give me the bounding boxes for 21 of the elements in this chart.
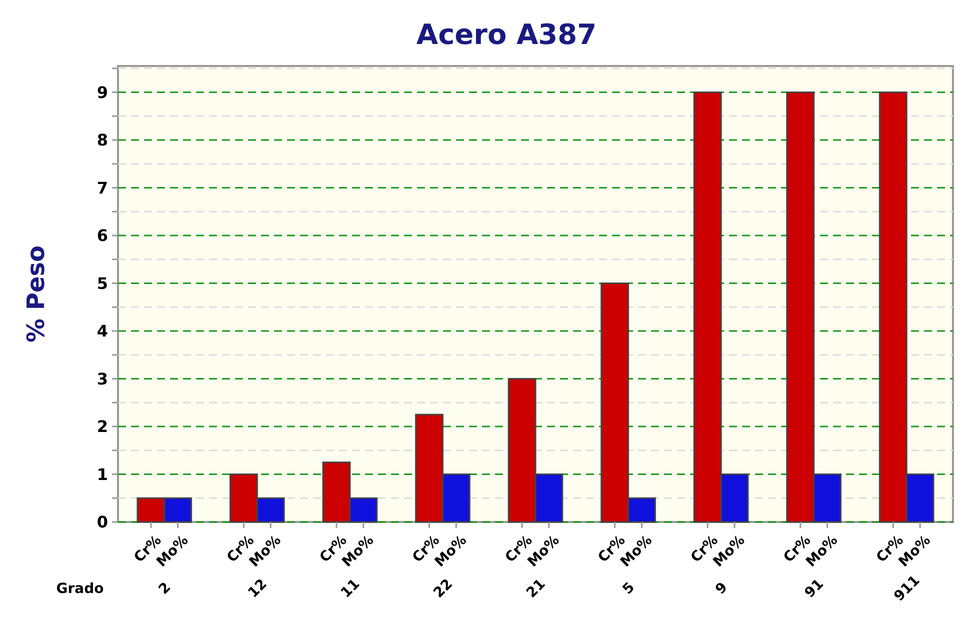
y-tick-label: 1 — [96, 464, 108, 484]
x-tick-label: 5 — [620, 580, 638, 598]
x-axis-title: Grado — [56, 580, 104, 597]
y-tick-label: 6 — [96, 226, 108, 246]
y-tick-label: 5 — [96, 274, 108, 293]
y-tick-label: 2 — [96, 417, 108, 436]
y-tick-label: 3 — [96, 369, 108, 388]
chart-title: Acero A387 — [416, 18, 597, 51]
x-tick-label: 11 — [338, 576, 364, 602]
y-axis-title: % Peso — [22, 245, 50, 343]
y-tick-label: 8 — [96, 130, 108, 150]
y-tick-label: 0 — [96, 512, 108, 532]
x-tick-label: 91 — [802, 576, 828, 602]
y-tick-label: 7 — [96, 178, 108, 198]
y-tick-label: 4 — [96, 322, 108, 341]
x-tick-label: 9 — [712, 580, 731, 598]
y-tick-label: 9 — [96, 82, 108, 102]
x-tick-label: 2 — [156, 580, 174, 598]
x-tick-label: 12 — [245, 576, 270, 602]
x-tick-label: 21 — [524, 576, 549, 602]
x-tick-label: 22 — [430, 576, 456, 602]
